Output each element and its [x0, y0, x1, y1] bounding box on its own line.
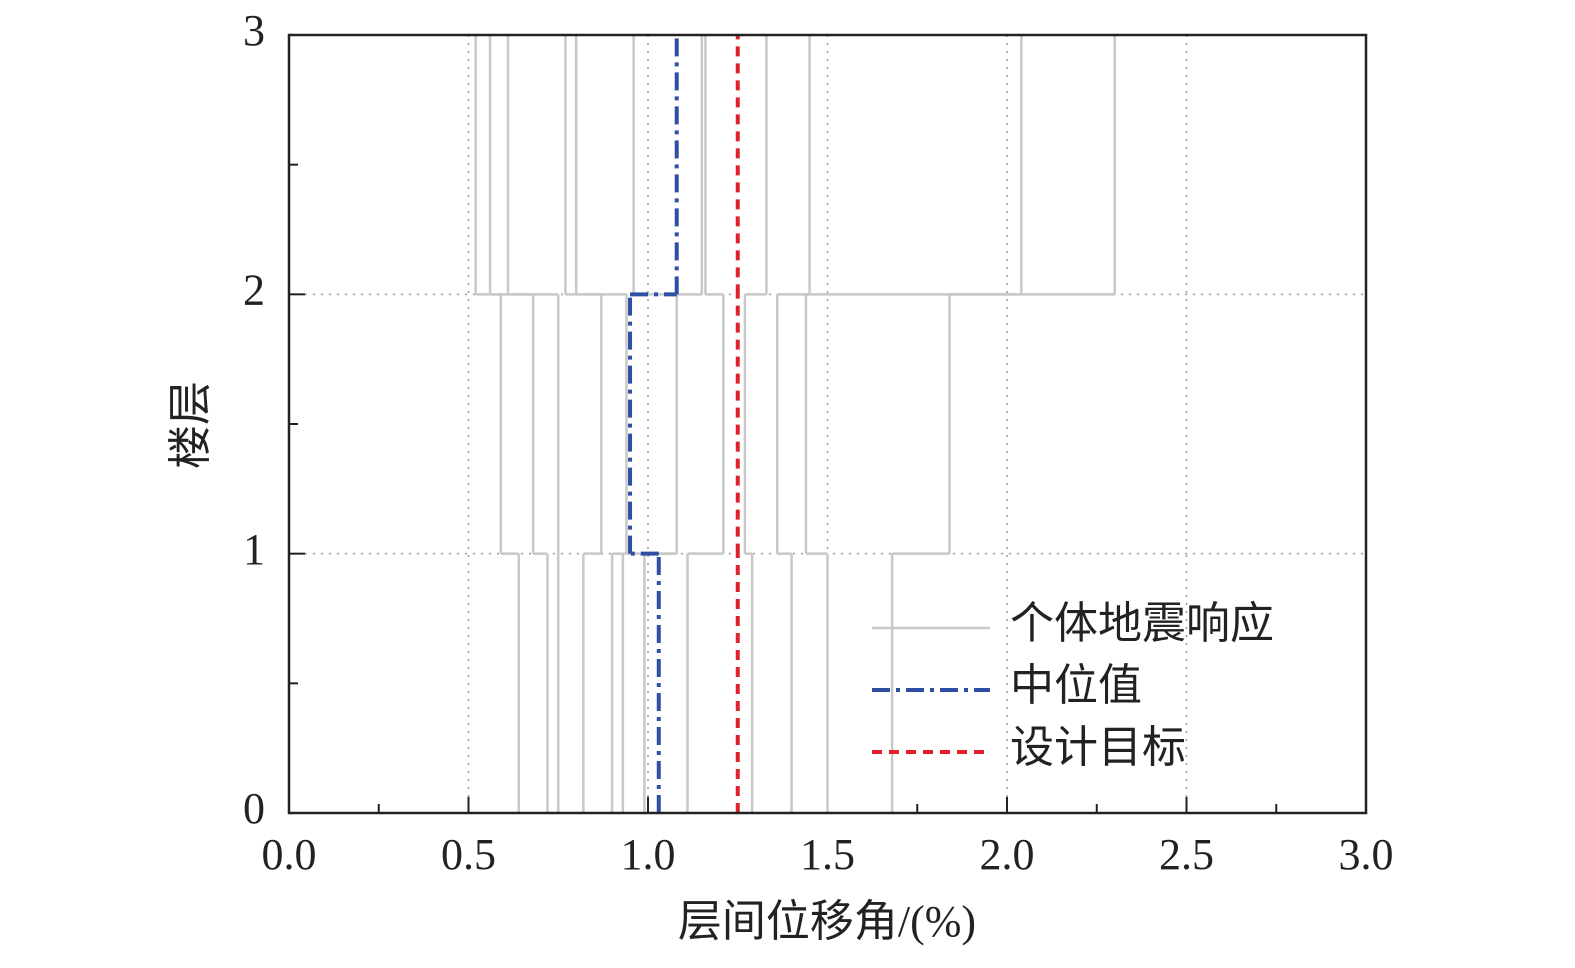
plot-frame [287, 33, 1368, 815]
x-tick-label: 0.0 [262, 830, 317, 879]
y-tick-label: 2 [243, 265, 265, 314]
x-tick-label: 2.0 [980, 830, 1035, 879]
x-tick-label: 2.5 [1159, 830, 1214, 879]
legend-text: 个体地震响应 [1010, 599, 1274, 648]
y-tick-label: 3 [243, 6, 265, 55]
y-axis-title: 楼层 [166, 381, 215, 469]
x-tick-label: 1.5 [800, 830, 855, 879]
x-tick-label: 3.0 [1339, 830, 1394, 879]
x-axis-title: 层间位移角/(%) [678, 897, 976, 946]
legend-text: 中位值 [1010, 661, 1142, 710]
x-tick-label: 1.0 [621, 830, 676, 879]
y-tick-label: 1 [243, 525, 265, 574]
legend-text: 设计目标 [1010, 723, 1186, 772]
x-tick-label: 0.5 [441, 830, 496, 879]
y-tick-label: 0 [243, 784, 265, 833]
